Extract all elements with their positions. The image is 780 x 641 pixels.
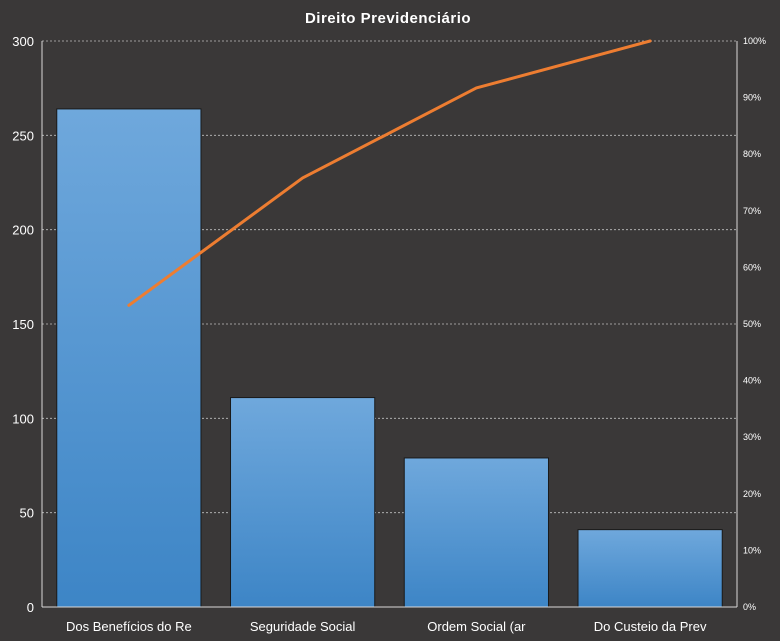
y-tick-label: 200 — [12, 223, 34, 238]
axes — [41, 41, 738, 608]
bar — [56, 108, 202, 608]
y-tick-label: 0 — [27, 600, 34, 615]
cumulative-line — [127, 39, 652, 307]
x-tick-label: Do Custeio da Prev — [594, 619, 707, 634]
chart-title: Direito Previdenciário — [305, 10, 471, 27]
y-tick-label: 150 — [12, 317, 34, 332]
y-tick-label: 50 — [20, 506, 34, 521]
y2-tick-label: 50% — [743, 319, 761, 329]
y2-tick-label: 0% — [743, 602, 756, 612]
bars — [56, 108, 723, 608]
y-tick-label: 300 — [12, 34, 34, 49]
y2-tick-label: 100% — [743, 36, 766, 46]
y2-tick-label: 20% — [743, 489, 761, 499]
y2-tick-label: 80% — [743, 149, 761, 159]
cumulative-line-group — [127, 39, 652, 307]
tick-labels: 0 50 100 150 200 250 300 0% 10% 20% 30% 40% 50% 60% 70… — [12, 34, 766, 634]
y2-tick-label: 60% — [743, 262, 761, 272]
x-tick-label: Ordem Social (ar — [427, 619, 526, 634]
bar — [403, 457, 549, 608]
y2-tick-label: 90% — [743, 93, 761, 103]
y2-tick-label: 10% — [743, 545, 761, 555]
x-tick-label: Dos Benefícios do Re — [66, 619, 192, 634]
bar — [577, 529, 723, 608]
bar — [230, 397, 376, 608]
y-tick-label: 100 — [12, 411, 34, 426]
y2-tick-label: 70% — [743, 206, 761, 216]
y-tick-label: 250 — [12, 128, 34, 143]
y2-tick-label: 30% — [743, 432, 761, 442]
x-tick-label: Seguridade Social — [250, 619, 356, 634]
y2-tick-label: 40% — [743, 376, 761, 386]
